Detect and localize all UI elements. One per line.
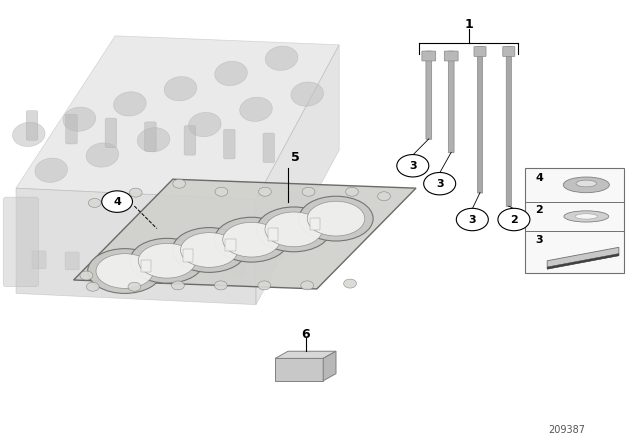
- FancyBboxPatch shape: [164, 255, 179, 273]
- FancyBboxPatch shape: [66, 114, 77, 144]
- FancyBboxPatch shape: [422, 51, 436, 61]
- FancyBboxPatch shape: [268, 228, 278, 241]
- FancyBboxPatch shape: [477, 47, 483, 193]
- Ellipse shape: [223, 222, 280, 257]
- Circle shape: [102, 191, 132, 212]
- Circle shape: [129, 188, 142, 197]
- Circle shape: [259, 187, 271, 196]
- Ellipse shape: [88, 249, 162, 293]
- Ellipse shape: [180, 233, 238, 267]
- Circle shape: [302, 187, 315, 196]
- Circle shape: [378, 192, 390, 201]
- Polygon shape: [547, 254, 619, 269]
- Text: 3: 3: [535, 235, 543, 245]
- Polygon shape: [16, 36, 339, 199]
- Ellipse shape: [138, 243, 196, 278]
- FancyBboxPatch shape: [26, 111, 38, 140]
- FancyBboxPatch shape: [225, 238, 236, 251]
- Text: 5: 5: [291, 151, 300, 164]
- Polygon shape: [547, 247, 619, 269]
- Text: 4: 4: [113, 197, 121, 207]
- FancyBboxPatch shape: [263, 133, 275, 163]
- FancyBboxPatch shape: [448, 51, 454, 153]
- Ellipse shape: [96, 254, 154, 289]
- Ellipse shape: [257, 207, 331, 252]
- Circle shape: [88, 198, 101, 207]
- Ellipse shape: [63, 107, 95, 131]
- Text: 209387: 209387: [548, 426, 585, 435]
- FancyBboxPatch shape: [230, 258, 244, 276]
- Polygon shape: [74, 179, 416, 289]
- Text: 3: 3: [436, 179, 444, 189]
- Circle shape: [346, 187, 358, 196]
- FancyBboxPatch shape: [145, 122, 156, 151]
- FancyBboxPatch shape: [525, 168, 624, 273]
- Ellipse shape: [575, 214, 598, 219]
- Ellipse shape: [265, 212, 323, 247]
- FancyBboxPatch shape: [444, 51, 458, 61]
- Circle shape: [128, 282, 141, 291]
- FancyBboxPatch shape: [310, 218, 320, 230]
- Ellipse shape: [576, 180, 596, 187]
- Ellipse shape: [164, 77, 196, 101]
- Ellipse shape: [138, 128, 170, 152]
- FancyBboxPatch shape: [223, 129, 235, 159]
- Polygon shape: [16, 188, 256, 305]
- Ellipse shape: [564, 211, 609, 222]
- Ellipse shape: [291, 82, 323, 106]
- Ellipse shape: [13, 122, 45, 146]
- FancyBboxPatch shape: [184, 125, 196, 155]
- Ellipse shape: [130, 238, 204, 283]
- Text: 4: 4: [535, 173, 543, 183]
- Circle shape: [215, 187, 228, 196]
- FancyBboxPatch shape: [141, 260, 151, 272]
- Circle shape: [172, 281, 184, 290]
- Ellipse shape: [299, 196, 373, 241]
- FancyBboxPatch shape: [183, 249, 193, 262]
- Circle shape: [344, 279, 356, 288]
- Polygon shape: [275, 358, 323, 381]
- FancyBboxPatch shape: [197, 256, 211, 274]
- Ellipse shape: [240, 97, 272, 121]
- FancyBboxPatch shape: [98, 253, 112, 271]
- Circle shape: [80, 271, 93, 280]
- Circle shape: [498, 208, 530, 231]
- FancyBboxPatch shape: [131, 254, 145, 272]
- Circle shape: [301, 281, 314, 290]
- Ellipse shape: [35, 158, 67, 182]
- Text: 1: 1: [465, 18, 473, 31]
- FancyBboxPatch shape: [3, 197, 38, 287]
- Ellipse shape: [563, 177, 609, 193]
- Circle shape: [397, 155, 429, 177]
- Ellipse shape: [114, 92, 146, 116]
- FancyBboxPatch shape: [65, 252, 79, 270]
- FancyBboxPatch shape: [426, 51, 432, 139]
- Circle shape: [86, 282, 99, 291]
- FancyBboxPatch shape: [503, 47, 515, 56]
- Ellipse shape: [215, 61, 247, 86]
- Circle shape: [173, 179, 186, 188]
- Text: 3: 3: [409, 161, 417, 171]
- Ellipse shape: [172, 228, 246, 272]
- Text: 2: 2: [510, 215, 518, 224]
- FancyBboxPatch shape: [32, 251, 46, 269]
- Ellipse shape: [86, 143, 118, 167]
- Ellipse shape: [214, 217, 289, 262]
- FancyBboxPatch shape: [105, 118, 116, 148]
- Polygon shape: [275, 351, 336, 358]
- Ellipse shape: [189, 112, 221, 137]
- Circle shape: [456, 208, 488, 231]
- Polygon shape: [256, 45, 339, 305]
- FancyBboxPatch shape: [474, 47, 486, 56]
- Text: 6: 6: [301, 327, 310, 341]
- FancyBboxPatch shape: [506, 47, 511, 207]
- Ellipse shape: [266, 46, 298, 70]
- Circle shape: [214, 281, 227, 290]
- Ellipse shape: [307, 201, 365, 236]
- Circle shape: [258, 281, 271, 290]
- Text: 3: 3: [468, 215, 476, 224]
- Text: 2: 2: [535, 205, 543, 215]
- Polygon shape: [323, 351, 336, 381]
- Circle shape: [424, 172, 456, 195]
